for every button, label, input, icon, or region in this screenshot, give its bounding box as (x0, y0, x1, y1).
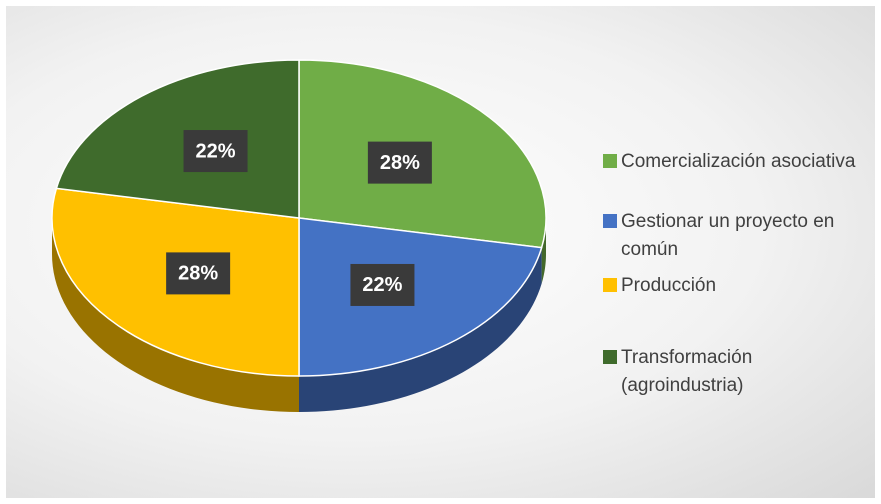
data-label: 28% (367, 141, 432, 184)
label-text: 22% (362, 274, 402, 296)
slice (55, 59, 300, 219)
legend-item: Comercialización asociativa (603, 148, 873, 176)
slice-side (52, 218, 299, 412)
legend-label: Comercialización asociativa (621, 151, 856, 172)
slice (298, 217, 543, 377)
label-box (367, 141, 432, 184)
legend-swatch (603, 350, 617, 364)
label-box (350, 263, 415, 306)
label-text: 28% (178, 263, 218, 285)
legend-label: Transformación (agroindustria) (621, 347, 753, 396)
label-text: 28% (380, 152, 420, 174)
legend-swatch (603, 154, 617, 168)
legend-label: Producción (621, 275, 717, 296)
legend-label: Gestionar un proyecto en común (621, 211, 835, 260)
legend-item: Gestionar un proyecto en común (603, 208, 873, 264)
label-box (166, 252, 231, 295)
data-label: 28% (166, 252, 231, 295)
label-box (183, 130, 248, 173)
data-label: 22% (350, 263, 415, 306)
legend-item: Producción (603, 272, 873, 300)
data-label: 22% (183, 130, 248, 173)
legend-item: Transformación (agroindustria) (603, 344, 873, 400)
legend-swatch (603, 214, 617, 228)
slice-side (299, 247, 542, 412)
label-text: 22% (196, 140, 236, 162)
legend-swatch (603, 278, 617, 292)
